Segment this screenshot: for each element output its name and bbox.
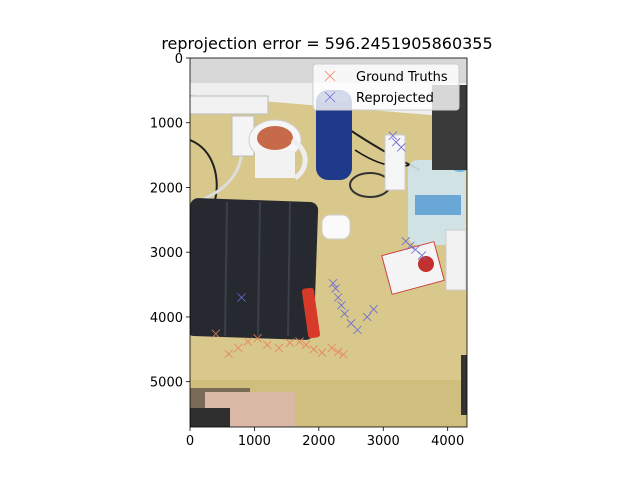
point-reprojected: [340, 309, 349, 318]
point-ground-truth: [317, 348, 327, 357]
x-tick-label: 3000: [367, 434, 400, 449]
point-reprojected: [369, 304, 378, 314]
y-tick-label: 2000: [150, 181, 183, 196]
point-reprojected: [388, 131, 398, 140]
point-ground-truth: [211, 329, 221, 339]
x-tick-label: 2000: [302, 434, 335, 449]
y-tick-label: 3000: [150, 246, 183, 261]
x-tick-label: 1000: [238, 434, 271, 449]
point-reprojected: [328, 279, 338, 288]
point-reprojected: [353, 325, 362, 335]
point-ground-truth: [333, 347, 343, 357]
point-ground-truth: [301, 340, 311, 350]
x-tick-label: 0: [186, 434, 194, 449]
background-photo: [190, 58, 467, 427]
point-ground-truth: [295, 337, 304, 346]
point-ground-truth: [339, 350, 348, 359]
point-ground-truth: [234, 343, 243, 353]
y-tick-label: 1000: [150, 117, 183, 132]
point-reprojected: [331, 284, 340, 293]
point-ground-truth: [309, 345, 318, 354]
legend-box: [312, 63, 460, 111]
point-ground-truth: [263, 340, 272, 350]
markers: [211, 131, 427, 359]
point-reprojected: [362, 312, 372, 322]
chart-title: reprojection error = 596.2451905860355: [161, 34, 492, 53]
point-ground-truth: [274, 343, 284, 353]
point-reprojected: [333, 293, 343, 302]
y-tick-label: 0: [175, 52, 183, 67]
point-reprojected: [337, 301, 346, 310]
legend-label: Reprojected: [356, 91, 434, 106]
point-ground-truth: [243, 337, 253, 346]
point-reprojected: [417, 251, 427, 260]
plot-frame: [189, 57, 468, 428]
point-reprojected: [397, 143, 406, 152]
point-reprojected: [237, 293, 246, 302]
point-ground-truth: [253, 334, 262, 343]
legend-entry: Ground Truths: [324, 70, 448, 85]
point-reprojected: [406, 241, 415, 251]
legend-entry: Reprojected: [324, 91, 434, 106]
point-reprojected: [411, 245, 420, 254]
y-tick-label: 4000: [150, 311, 183, 326]
x-tick-label: 4000: [431, 434, 464, 449]
y-axis: 0 1000 2000 3000 4000 5000: [150, 52, 190, 391]
point-ground-truth: [327, 343, 337, 353]
legend-label: Ground Truths: [356, 70, 448, 85]
y-tick-label: 5000: [150, 376, 183, 391]
point-ground-truth: [224, 349, 233, 359]
point-ground-truth: [285, 338, 295, 348]
legend: Ground Truths Reprojected: [312, 63, 460, 111]
x-axis: 0 1000 2000 3000 4000: [186, 427, 464, 449]
